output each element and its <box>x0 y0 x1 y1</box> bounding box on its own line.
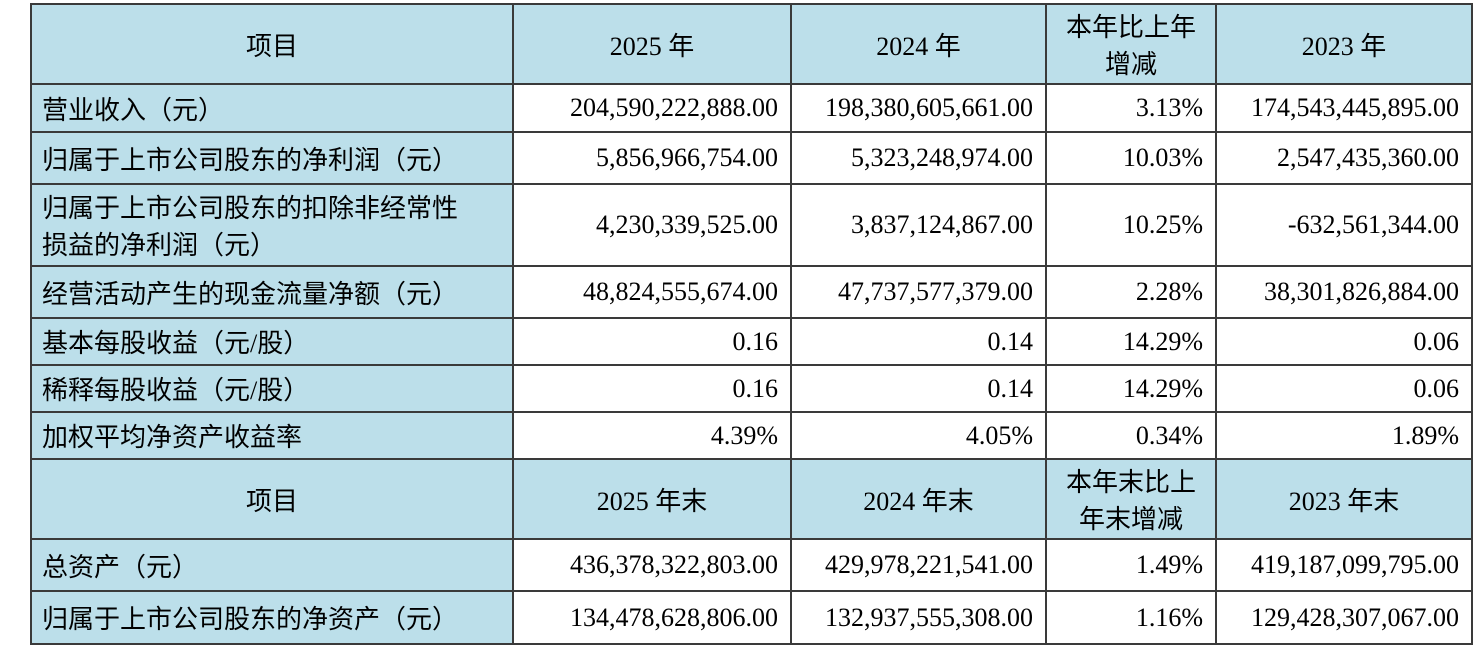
row-label: 营业收入（元） <box>30 83 514 133</box>
col-header-2024-end: 2024 年末 <box>790 458 1047 540</box>
row-net-profit-excl-nonrecurring: 归属于上市公司股东的扣除非经常性损益的净利润（元） 4,230,339,525.… <box>30 183 1473 267</box>
col-header-item: 项目 <box>30 3 514 85</box>
value-2023: 0.06 <box>1215 317 1473 366</box>
value-2023: 174,543,445,895.00 <box>1215 83 1473 133</box>
value-2024-end: 132,937,555,308.00 <box>790 590 1047 645</box>
col-header-yoy-change: 本年比上年增减 <box>1045 3 1217 85</box>
value-2023: 38,301,826,884.00 <box>1215 265 1473 319</box>
value-yoy-change: 10.03% <box>1045 131 1217 185</box>
value-2024: 0.14 <box>790 317 1047 366</box>
value-2024: 3,837,124,867.00 <box>790 183 1047 267</box>
value-yearend-change: 1.16% <box>1045 590 1217 645</box>
value-2023: 1.89% <box>1215 411 1473 460</box>
row-net-profit-attributable: 归属于上市公司股东的净利润（元） 5,856,966,754.00 5,323,… <box>30 131 1473 185</box>
value-2024: 47,737,577,379.00 <box>790 265 1047 319</box>
value-2024: 4.05% <box>790 411 1047 460</box>
row-label: 归属于上市公司股东的净利润（元） <box>30 131 514 185</box>
value-yoy-change: 2.28% <box>1045 265 1217 319</box>
value-2025-end: 134,478,628,806.00 <box>512 590 792 645</box>
value-2024-end: 429,978,221,541.00 <box>790 538 1047 592</box>
value-yoy-change: 14.29% <box>1045 364 1217 413</box>
value-2024: 198,380,605,661.00 <box>790 83 1047 133</box>
value-2025: 0.16 <box>512 317 792 366</box>
row-operating-revenue: 营业收入（元） 204,590,222,888.00 198,380,605,6… <box>30 83 1473 133</box>
section1-header-row: 项目 2025 年 2024 年 本年比上年增减 2023 年 <box>30 3 1473 85</box>
row-net-assets-attributable: 归属于上市公司股东的净资产（元） 134,478,628,806.00 132,… <box>30 590 1473 645</box>
value-2025: 48,824,555,674.00 <box>512 265 792 319</box>
value-2025-end: 436,378,322,803.00 <box>512 538 792 592</box>
row-label: 经营活动产生的现金流量净额（元） <box>30 265 514 319</box>
value-2024: 5,323,248,974.00 <box>790 131 1047 185</box>
row-label: 归属于上市公司股东的净资产（元） <box>30 590 514 645</box>
value-2023: 0.06 <box>1215 364 1473 413</box>
value-2025: 0.16 <box>512 364 792 413</box>
row-total-assets: 总资产（元） 436,378,322,803.00 429,978,221,54… <box>30 538 1473 592</box>
row-label: 基本每股收益（元/股） <box>30 317 514 366</box>
value-yoy-change: 10.25% <box>1045 183 1217 267</box>
row-weighted-avg-roe: 加权平均净资产收益率 4.39% 4.05% 0.34% 1.89% <box>30 411 1473 460</box>
section2-header-row: 项目 2025 年末 2024 年末 本年末比上年末增减 2023 年末 <box>30 458 1473 540</box>
value-2025: 4,230,339,525.00 <box>512 183 792 267</box>
col-header-yearend-change: 本年末比上年末增减 <box>1045 458 1217 540</box>
col-header-item-2: 项目 <box>30 458 514 540</box>
value-2023: -632,561,344.00 <box>1215 183 1473 267</box>
col-header-2023: 2023 年 <box>1215 3 1473 85</box>
col-header-yoy-change-label: 本年比上年增减 <box>1065 13 1196 79</box>
col-header-2025: 2025 年 <box>512 3 792 85</box>
value-2023: 2,547,435,360.00 <box>1215 131 1473 185</box>
value-yoy-change: 3.13% <box>1045 83 1217 133</box>
row-basic-eps: 基本每股收益（元/股） 0.16 0.14 14.29% 0.06 <box>30 317 1473 366</box>
value-2024: 0.14 <box>790 364 1047 413</box>
row-label: 总资产（元） <box>30 538 514 592</box>
value-2025: 5,856,966,754.00 <box>512 131 792 185</box>
value-yearend-change: 1.49% <box>1045 538 1217 592</box>
value-2023-end: 129,428,307,067.00 <box>1215 590 1473 645</box>
value-2025: 204,590,222,888.00 <box>512 83 792 133</box>
value-yoy-change: 0.34% <box>1045 411 1217 460</box>
col-header-yearend-change-label: 本年末比上年末增减 <box>1065 468 1196 534</box>
value-2023-end: 419,187,099,795.00 <box>1215 538 1473 592</box>
value-2025: 4.39% <box>512 411 792 460</box>
financial-summary-table: 项目 2025 年 2024 年 本年比上年增减 2023 年 营业收入（元） … <box>30 3 1473 645</box>
value-yoy-change: 14.29% <box>1045 317 1217 366</box>
row-diluted-eps: 稀释每股收益（元/股） 0.16 0.14 14.29% 0.06 <box>30 364 1473 413</box>
row-label: 加权平均净资产收益率 <box>30 411 514 460</box>
row-label-text: 归属于上市公司股东的扣除非经常性损益的净利润（元） <box>42 194 459 260</box>
col-header-2025-end: 2025 年末 <box>512 458 792 540</box>
col-header-2023-end: 2023 年末 <box>1215 458 1473 540</box>
col-header-2024: 2024 年 <box>790 3 1047 85</box>
row-label: 归属于上市公司股东的扣除非经常性损益的净利润（元） <box>30 183 514 267</box>
row-label: 稀释每股收益（元/股） <box>30 364 514 413</box>
row-operating-cash-flow: 经营活动产生的现金流量净额（元） 48,824,555,674.00 47,73… <box>30 265 1473 319</box>
